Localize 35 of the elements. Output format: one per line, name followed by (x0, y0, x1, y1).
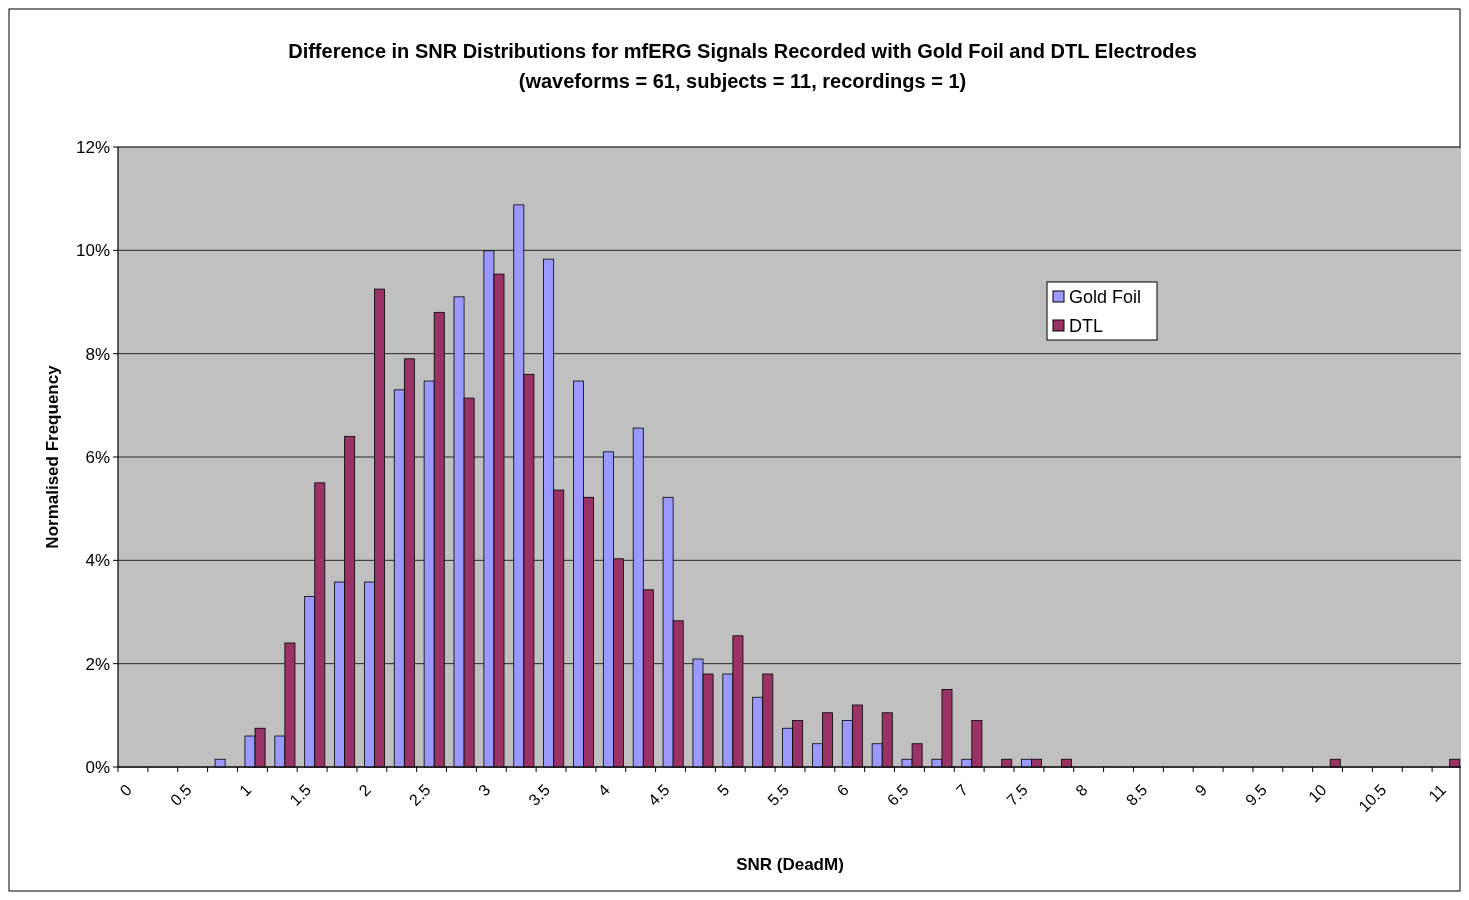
y-tick-label: 4% (85, 551, 110, 571)
x-tick-label: 3.5 (525, 780, 554, 809)
x-tick-label: 4.5 (644, 780, 673, 809)
x-tick-label: 0 (116, 780, 136, 800)
y-tick-label: 12% (75, 137, 110, 157)
x-axis-title: SNR (DeadM) (736, 855, 844, 874)
x-tick-label: 3 (475, 780, 494, 800)
x-tick-label: 4 (594, 780, 613, 800)
x-tick-label: 11 (1425, 780, 1450, 805)
chart-title: Difference in SNR Distributions for mfERG Signals Recorded with Gold Foil and DTL Electrodes (288, 40, 1197, 62)
x-tick-label: 1 (236, 780, 255, 800)
x-tick-label: 5 (714, 780, 733, 800)
x-tick-label: 6.5 (883, 780, 912, 809)
x-tick-label: 6 (833, 780, 852, 800)
x-tick-label: 1.5 (286, 780, 315, 809)
legend-label: DTL (1069, 316, 1104, 337)
chart-subtitle: (waveforms = 61, subjects = 11, recordings = 1) (518, 70, 967, 92)
x-tick-label: 9.5 (1242, 780, 1271, 809)
x-tick-label: 8.5 (1122, 780, 1151, 809)
legend-label: Gold Foil (1069, 287, 1142, 308)
x-tick-label: 8 (1072, 780, 1091, 800)
y-axis-title: Normalised Frequency (43, 364, 62, 549)
x-tick-label: 9 (1191, 780, 1211, 800)
x-tick-label: 7 (952, 780, 972, 800)
x-tick-label: 5.5 (764, 780, 793, 809)
x-tick-label: 2.5 (405, 780, 434, 809)
x-tick-label: 10 (1305, 780, 1330, 806)
y-tick-label: 6% (85, 447, 110, 467)
y-tick-label: 0% (85, 757, 110, 777)
y-tick-label: 2% (85, 654, 110, 674)
y-tick-label: 8% (85, 344, 110, 364)
x-tick-label: 0.5 (166, 780, 195, 809)
y-tick-label: 10% (75, 241, 110, 261)
x-tick-label: 2 (355, 780, 375, 800)
x-tick-label: 7.5 (1003, 780, 1032, 809)
